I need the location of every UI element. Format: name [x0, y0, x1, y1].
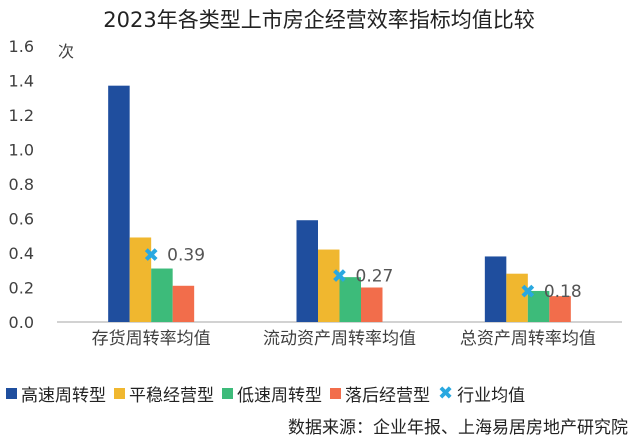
legend-label-s0: 高速周转型 [21, 386, 106, 406]
y-tick-label-1: 0.2 [9, 279, 34, 298]
legend-swatch-s3 [330, 388, 341, 399]
bar-s0-c0 [108, 85, 130, 322]
chart-title: 2023年各类型上市房企经营效率指标均值比较 [103, 8, 535, 32]
legend-item-s0: 高速周转型 [6, 381, 106, 406]
y-tick-label-7: 1.4 [9, 72, 34, 91]
legend-label-s1: 平稳经营型 [129, 386, 214, 406]
x-tick-label-1: 流动资产周转率均值 [263, 329, 416, 349]
legend-item-marker: ✖ 行业均值 [438, 381, 525, 406]
source-note: 数据来源：企业年报、上海易居房地产研究院 [288, 418, 628, 438]
y-tick-label-8: 1.6 [9, 37, 34, 56]
y-tick-label-5: 1.0 [9, 141, 34, 160]
bar-s1-c0 [129, 237, 152, 322]
legend-swatch-s0 [6, 388, 17, 399]
marker-point-c0: ✖ [143, 245, 159, 267]
y-tick-label-0: 0.0 [9, 313, 34, 332]
legend-swatch-s2 [222, 388, 233, 399]
marker-point-c1: ✖ [332, 265, 348, 287]
legend-swatch-s1 [114, 388, 125, 399]
marker-label-c1: 0.27 [356, 266, 394, 286]
y-tick-label-2: 0.4 [9, 244, 34, 263]
y-unit-label: 次 [58, 42, 75, 61]
x-tick-label-2: 总资产周转率均值 [460, 329, 596, 349]
legend-label-s3: 落后经营型 [345, 386, 430, 406]
bar-s1-c2 [506, 273, 528, 322]
plot-area: 0.0 0.2 0.4 0.6 0.8 1.0 1.2 1.4 1.6 存货周转率均值 ✖ 0.39 流… [9, 37, 622, 349]
legend-item-s1: 平稳经营型 [114, 381, 214, 406]
marker-label-c0: 0.39 [167, 246, 205, 266]
legend-label-s2: 低速周转型 [237, 386, 322, 406]
legend-label-marker: 行业均值 [457, 386, 526, 406]
bar-s3-c2 [549, 296, 571, 322]
x-tick-label-0: 存货周转率均值 [92, 329, 211, 349]
legend-item-s3: 落后经营型 [330, 381, 430, 406]
bar-s2-c1 [339, 277, 361, 322]
legend: 高速周转型 平稳经营型 低速周转型 落后经营型 ✖ 行业均值 [6, 381, 636, 406]
bar-s0-c2 [484, 256, 507, 322]
bar-s3-c0 [172, 285, 195, 322]
y-tick-label-4: 0.8 [9, 175, 34, 194]
bar-s2-c2 [527, 290, 550, 322]
legend-marker-x-icon: ✖ [438, 382, 454, 404]
legend-item-s2: 低速周转型 [222, 381, 322, 406]
bar-s2-c0 [151, 268, 173, 322]
y-tick-label-3: 0.6 [9, 210, 34, 229]
y-tick-label-6: 1.2 [9, 106, 34, 125]
bar-s3-c1 [361, 287, 383, 322]
marker-label-c2: 0.18 [544, 282, 582, 302]
marker-point-c2: ✖ [520, 281, 536, 303]
bar-s0-c1 [296, 220, 318, 322]
bar-s1-c1 [318, 249, 340, 322]
